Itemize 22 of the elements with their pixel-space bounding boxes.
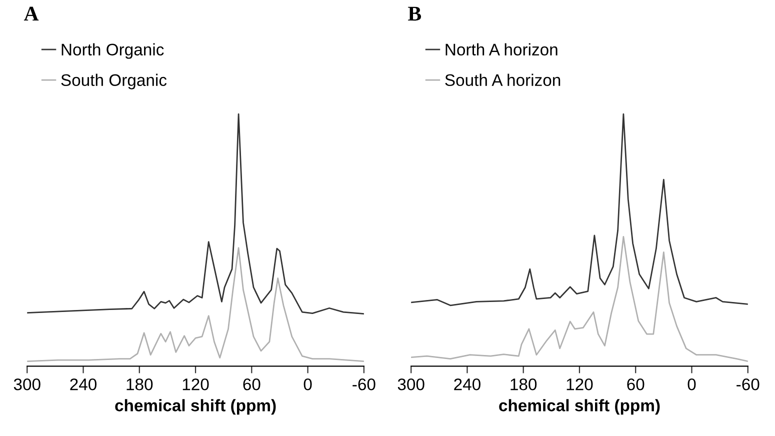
x-tick-label: 240 [454,378,480,390]
x-axis-title: chemical shift (ppm) [115,399,276,415]
x-tick-label: 0 [688,378,696,390]
x-tick-label: 60 [627,378,644,390]
chart-title: A [24,6,39,20]
x-tick-label: 0 [304,378,312,390]
x-axis-title: chemical shift (ppm) [499,399,660,415]
legend-label: North Organic [62,43,164,59]
x-tick-label: -60 [736,378,760,390]
x-tick-label: 240 [70,378,97,390]
x-tick-label: -60 [352,378,376,390]
x-tick-label: 60 [243,378,260,390]
x-tick-label: 300 [398,378,424,390]
x-tick-label: 180 [510,378,537,390]
x-tick-label: 120 [566,378,593,390]
x-tick-label: 300 [14,378,40,390]
legend-label: South Organic [61,74,167,90]
x-tick-label: 120 [182,378,209,390]
chart-title: B [408,6,422,21]
legend-label: South A horizon [445,74,560,86]
legend-label: North A horizon [446,43,558,56]
x-tick-label: 180 [126,378,153,390]
